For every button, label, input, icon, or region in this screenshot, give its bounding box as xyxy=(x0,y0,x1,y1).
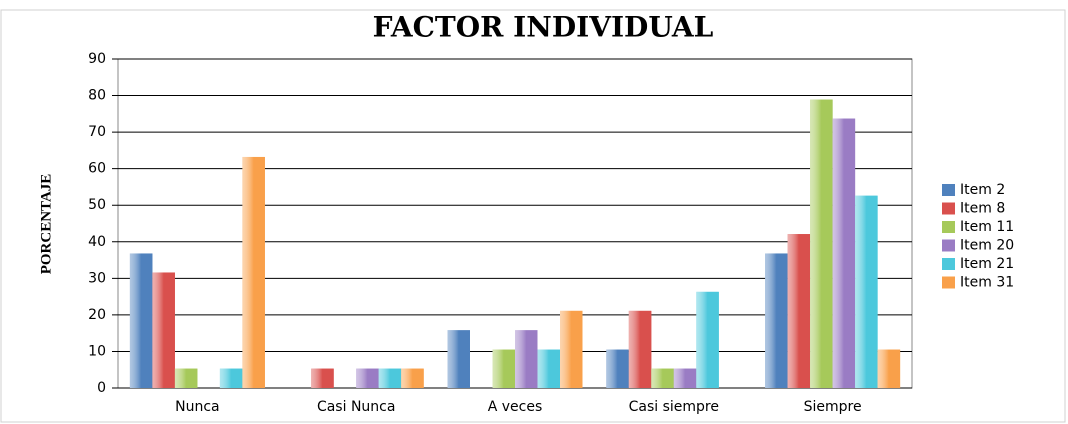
bar-shine xyxy=(673,368,697,388)
y-tick-label: 40 xyxy=(88,234,106,250)
bar-shine xyxy=(356,368,379,388)
x-tick-label: Siempre xyxy=(804,399,862,415)
bar-shine xyxy=(492,349,515,388)
y-tick-label: 70 xyxy=(88,124,106,140)
legend-label: Item 31 xyxy=(960,275,1014,291)
bar-shine xyxy=(219,368,243,388)
x-tick-label: Casi Nunca xyxy=(317,399,395,415)
y-tick-label: 90 xyxy=(88,51,106,67)
bar-shine xyxy=(877,349,901,388)
chart-title: FACTOR INDIVIDUAL xyxy=(373,11,714,44)
bar-shine xyxy=(832,118,856,388)
bar-shine xyxy=(765,253,788,388)
bar-shine xyxy=(174,368,198,388)
bar-shine xyxy=(129,253,153,388)
bar-shine xyxy=(152,272,175,388)
bar-shine xyxy=(560,310,583,388)
y-tick-label: 50 xyxy=(88,197,106,213)
legend-swatch xyxy=(942,276,955,289)
bar-shine xyxy=(855,195,878,388)
legend-label: Item 11 xyxy=(960,219,1014,235)
bar-shine xyxy=(606,349,629,388)
legend-label: Item 2 xyxy=(960,182,1005,198)
y-axis-label: PORCENTAJE xyxy=(38,174,54,275)
legend-swatch xyxy=(942,239,955,252)
x-tick-label: A veces xyxy=(488,399,543,415)
y-tick-label: 60 xyxy=(88,161,106,177)
legend-swatch xyxy=(942,258,955,270)
bar-shine xyxy=(810,99,833,389)
bar-shine xyxy=(537,349,560,388)
legend-swatch xyxy=(942,202,955,215)
x-tick-label: Casi siempre xyxy=(629,399,719,415)
legend-label: Item 8 xyxy=(960,201,1005,217)
bar-shine xyxy=(311,368,334,388)
x-tick-label: Nunca xyxy=(175,399,220,415)
bar-shine xyxy=(447,330,470,388)
bar-shine xyxy=(378,368,402,388)
bar-shine xyxy=(696,291,719,388)
y-tick-label: 20 xyxy=(88,307,106,323)
legend-label: Item 21 xyxy=(960,256,1014,272)
bar-shine xyxy=(651,368,674,388)
legend-swatch xyxy=(942,221,955,233)
bar-shine xyxy=(787,234,811,388)
y-tick-label: 0 xyxy=(97,380,106,396)
bar-shine xyxy=(515,330,538,388)
y-tick-label: 80 xyxy=(88,88,106,104)
bar-shine xyxy=(242,156,265,388)
y-tick-label: 10 xyxy=(88,343,106,359)
y-tick-label: 30 xyxy=(88,270,106,286)
bar-shine xyxy=(628,310,652,388)
legend-label: Item 20 xyxy=(960,238,1014,254)
bar-shine xyxy=(401,368,424,388)
legend-swatch xyxy=(942,184,955,196)
